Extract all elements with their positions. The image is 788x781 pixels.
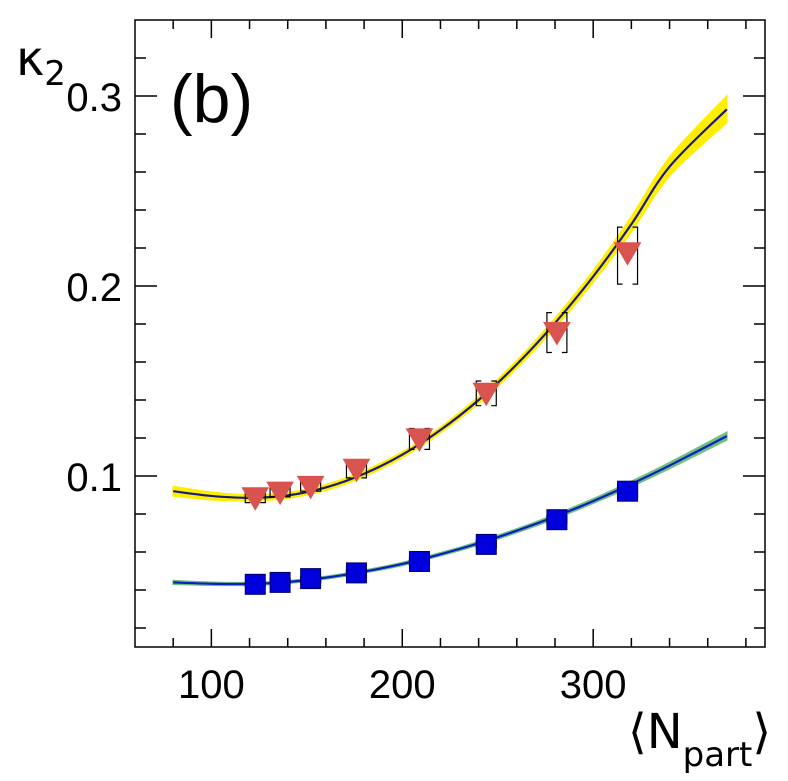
y-tick-label: 0.3 <box>66 76 122 120</box>
y-tick-label: 0.2 <box>66 266 122 310</box>
fit-bands <box>172 94 728 587</box>
fit-upper-line <box>173 108 728 499</box>
triangles-marker <box>405 428 434 452</box>
squares-marker <box>269 571 291 593</box>
y-axis-title: κ2 <box>16 31 66 94</box>
x-tick-label: 100 <box>178 663 245 707</box>
fit-lower-line <box>173 435 728 586</box>
axis-ticks <box>135 20 765 647</box>
triangles-marker <box>543 322 571 346</box>
triangles-marker <box>266 481 294 506</box>
triangles-marker <box>296 475 325 500</box>
squares-marker <box>546 509 568 531</box>
data-markers <box>241 242 642 595</box>
x-axis-title-main: ⟨N <box>628 704 683 760</box>
systematic-brackets <box>244 226 639 587</box>
x-axis-title-close: ⟩ <box>752 704 771 760</box>
plot-frame <box>134 19 766 648</box>
triangles-marker <box>613 242 642 266</box>
y-axis-title-sub: 2 <box>44 54 66 94</box>
x-tick-label: 300 <box>560 663 627 707</box>
fit-lines <box>173 108 728 586</box>
squares-marker <box>345 562 367 584</box>
panel-label: (b) <box>170 61 253 137</box>
squares-marker <box>244 573 266 595</box>
triangles-syst-bracket <box>475 380 497 407</box>
x-axis-title-sub: part <box>683 735 753 775</box>
squares-marker <box>408 551 430 572</box>
x-axis-title: ⟨Npart⟩ <box>628 704 771 775</box>
triangles-syst-bracket <box>546 312 568 354</box>
x-tick-label: 200 <box>369 663 436 707</box>
squares-marker <box>617 480 639 502</box>
y-tick-label: 0.1 <box>66 456 122 500</box>
triangles-marker <box>241 487 270 511</box>
squares-marker <box>475 533 497 555</box>
squares-marker <box>300 568 322 590</box>
tick-labels: 100 200 300 0.1 0.2 0.3 <box>66 76 626 707</box>
fit-upper-band <box>172 94 728 502</box>
triangles-syst-bracket <box>616 226 639 285</box>
triangles-marker <box>472 382 501 407</box>
y-axis-title-main: κ <box>16 31 44 87</box>
triangles-marker <box>342 458 371 483</box>
